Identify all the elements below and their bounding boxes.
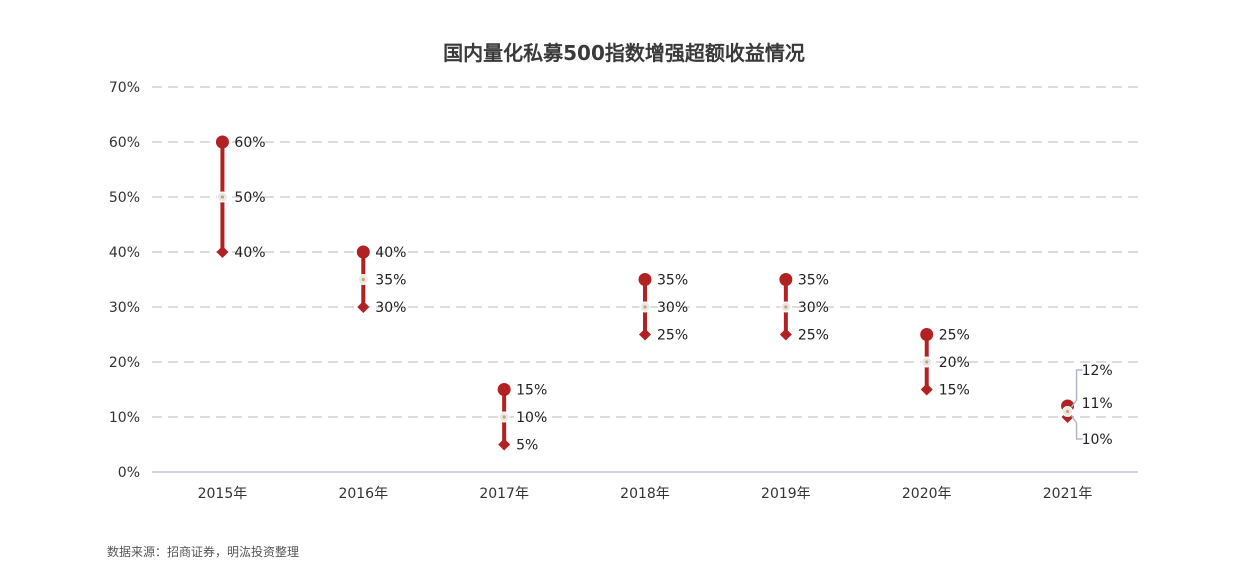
high-marker [920, 328, 934, 341]
x-tick-label: 2021年 [1043, 486, 1093, 502]
low-label: 40% [234, 245, 265, 261]
mid-marker-dot [643, 305, 647, 309]
mid-marker-dot [1065, 409, 1070, 414]
low-label: 15% [939, 383, 970, 399]
low-label: 5% [516, 438, 538, 454]
y-tick-label: 20% [109, 355, 140, 371]
high-leader-line [1070, 369, 1083, 408]
y-tick-label: 30% [109, 300, 140, 316]
low-label: 25% [657, 328, 688, 344]
x-tick-label: 2020年 [902, 486, 952, 502]
x-tick-label: 2016年 [338, 486, 388, 502]
high-marker [356, 245, 370, 259]
high-label: 12% [1082, 363, 1113, 379]
y-tick-label: 60% [109, 135, 140, 151]
mid-label: 10% [516, 410, 547, 426]
low-marker [639, 328, 651, 341]
high-marker [215, 135, 229, 149]
mid-marker-dot [220, 195, 225, 199]
mid-label: 35% [375, 273, 406, 289]
high-label: 40% [375, 245, 406, 261]
y-tick-label: 50% [109, 190, 140, 206]
low-marker [920, 383, 933, 396]
mid-label: 30% [798, 300, 829, 316]
high-label: 15% [516, 383, 547, 399]
y-tick-label: 70% [109, 80, 140, 96]
gridlines [152, 86, 1138, 418]
high-label: 25% [939, 328, 970, 344]
high-label: 35% [657, 273, 688, 289]
mid-label: 11% [1082, 396, 1113, 412]
low-label: 10% [1082, 432, 1113, 448]
high-label: 60% [234, 135, 265, 151]
mid-marker-dot [361, 277, 365, 282]
mid-label: 50% [234, 190, 265, 206]
high-label: 35% [798, 273, 829, 289]
high-marker [779, 273, 793, 286]
x-tick-label: 2018年 [620, 486, 670, 502]
y-tick-label: 40% [109, 245, 140, 261]
low-label: 30% [375, 300, 406, 316]
chart-title: 国内量化私募500指数增强超额收益情况 [443, 41, 805, 65]
low-marker [779, 328, 792, 341]
high-marker [497, 383, 511, 396]
data-labels: 60% 50% 40% 40% 35% 30% 15% 10% 5% 35% 30% 25% 35% 30… [234, 135, 1112, 454]
source-note: 数据来源：招商证券，明汯投资整理 [107, 545, 300, 559]
low-label: 25% [798, 328, 829, 344]
x-tick-label: 2015年 [198, 486, 248, 502]
data-marks [215, 135, 1083, 451]
mid-label: 20% [939, 355, 970, 371]
y-tick-label: 10% [109, 410, 140, 426]
x-tick-label: 2017年 [479, 486, 529, 502]
y-tick-label: 0% [118, 465, 140, 481]
low-marker [498, 438, 511, 451]
mid-marker-dot [925, 360, 929, 364]
low-leader-line [1070, 415, 1083, 440]
axes: 0% 10% 20% 30% 40% 50% 60% 70% 2015年 2016年 2017年 20… [109, 80, 1138, 502]
low-marker [216, 246, 229, 258]
mid-label: 30% [657, 300, 688, 316]
low-marker [357, 301, 370, 313]
x-tick-label: 2019年 [761, 486, 811, 502]
mid-marker-dot [784, 305, 788, 309]
high-marker [638, 273, 652, 286]
mid-marker-dot [502, 415, 506, 419]
